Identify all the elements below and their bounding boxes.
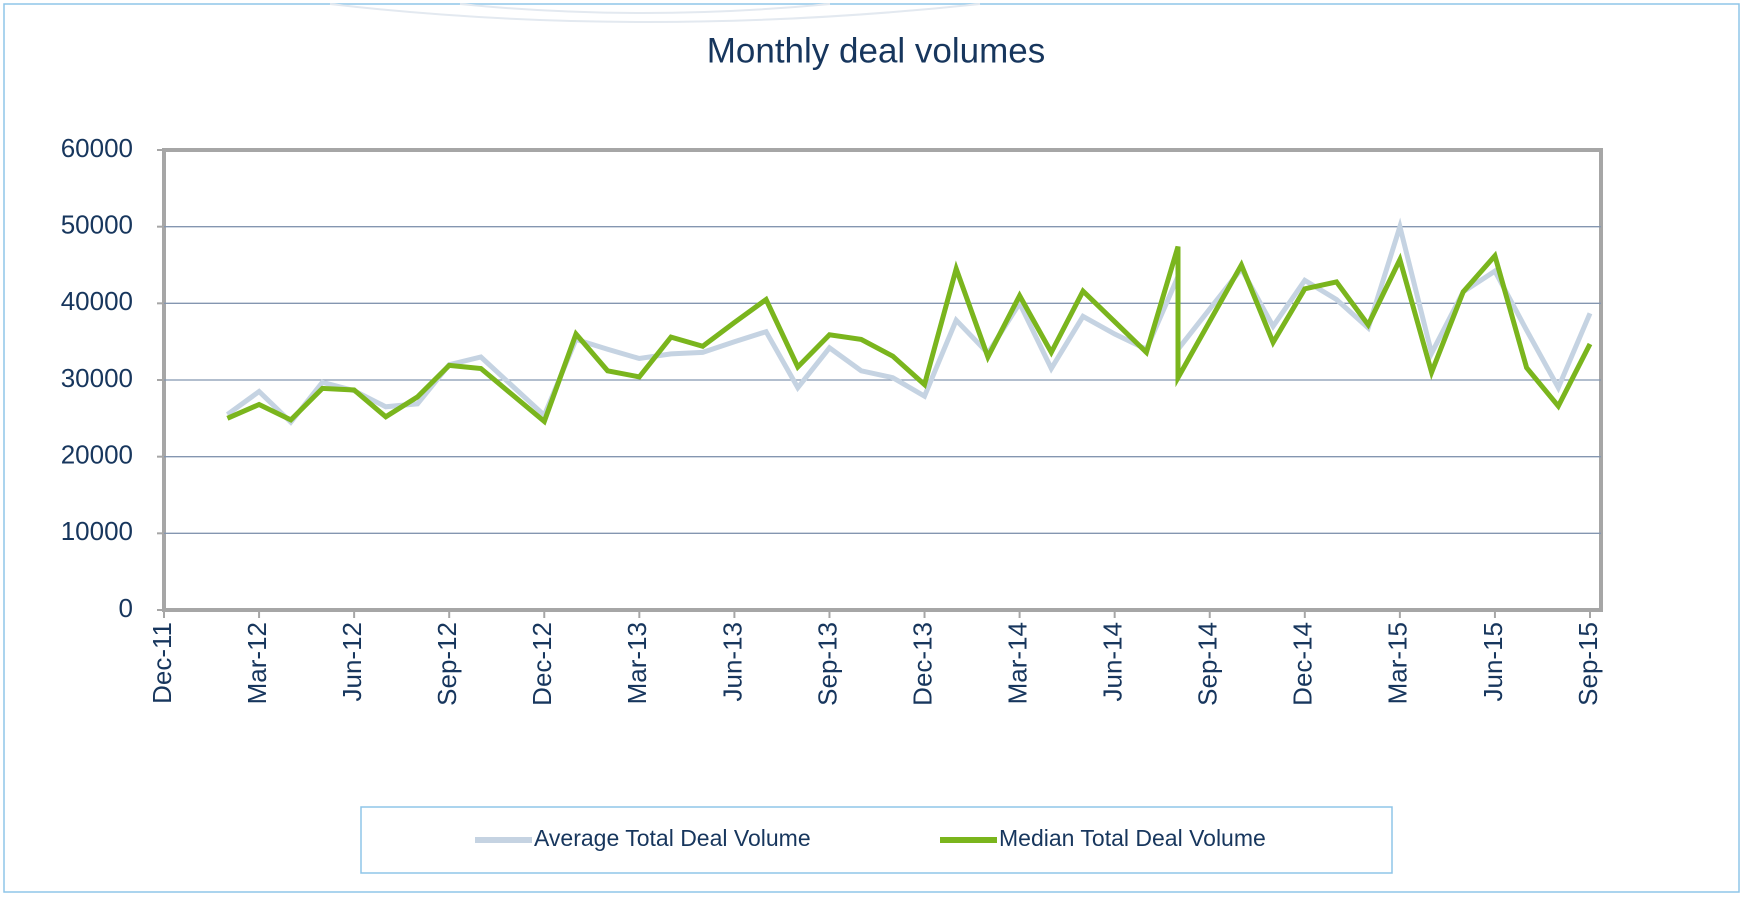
legend-box — [360, 806, 1393, 874]
y-tick-label: 10000 — [61, 516, 133, 546]
y-tick-label: 0 — [119, 593, 133, 623]
x-tick-label: Jun-13 — [717, 622, 747, 702]
decor-arc — [459, 3, 831, 14]
x-tick-label: Sep-14 — [1193, 622, 1223, 706]
chart-title: Monthly deal volumes — [707, 31, 1046, 70]
y-tick-label: 50000 — [61, 210, 133, 240]
series-line — [226, 245, 1593, 426]
legend-label: Median Total Deal Volume — [999, 825, 1266, 851]
x-tick-label: Mar-12 — [242, 622, 272, 704]
x-tick-label: Mar-13 — [622, 622, 652, 704]
x-tick-label: Mar-14 — [1002, 622, 1032, 704]
x-tick-label: Dec-14 — [1288, 622, 1318, 706]
x-tick-label: Dec-13 — [907, 622, 937, 706]
legend-label: Average Total Deal Volume — [534, 825, 811, 851]
x-tick-label: Sep-15 — [1573, 622, 1603, 706]
x-tick-label: Sep-13 — [812, 622, 842, 706]
y-tick-label: 60000 — [61, 133, 133, 163]
decor-arc — [329, 3, 981, 23]
x-tick-label: Jun-15 — [1478, 622, 1508, 702]
x-tick-label: Sep-12 — [432, 622, 462, 706]
x-tick-label: Mar-15 — [1383, 622, 1413, 704]
x-tick-label: Dec-12 — [527, 622, 557, 706]
x-tick-label: Jun-12 — [337, 622, 367, 702]
y-tick-label: 20000 — [61, 440, 133, 470]
x-tick-label: Jun-14 — [1098, 622, 1128, 702]
y-tick-label: 40000 — [61, 286, 133, 316]
x-tick-label: Dec-11 — [147, 622, 177, 704]
y-tick-label: 30000 — [61, 363, 133, 393]
